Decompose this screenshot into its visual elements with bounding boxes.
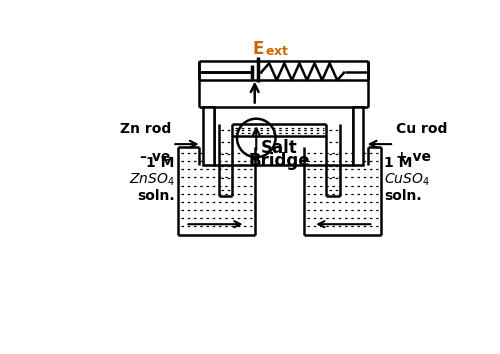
Text: – ve: – ve — [140, 150, 171, 164]
Bar — [203, 107, 214, 165]
Text: $ZnSO_4$: $ZnSO_4$ — [128, 171, 174, 188]
Text: soln.: soln. — [384, 189, 422, 204]
Text: Bridge: Bridge — [248, 152, 310, 170]
Text: Zn rod: Zn rod — [120, 122, 171, 136]
Text: $\mathbf{ext}$: $\mathbf{ext}$ — [266, 45, 289, 58]
Text: $CuSO_4$: $CuSO_4$ — [384, 171, 430, 188]
Text: soln.: soln. — [137, 189, 174, 204]
Bar — [352, 107, 364, 165]
Text: 1 M: 1 M — [146, 156, 174, 170]
Text: + ve: + ve — [396, 150, 430, 164]
Text: Cu rod: Cu rod — [396, 122, 447, 136]
Text: Salt: Salt — [261, 139, 298, 157]
Text: 1 M: 1 M — [384, 156, 412, 170]
Text: $\mathbf{E}$: $\mathbf{E}$ — [252, 40, 264, 58]
